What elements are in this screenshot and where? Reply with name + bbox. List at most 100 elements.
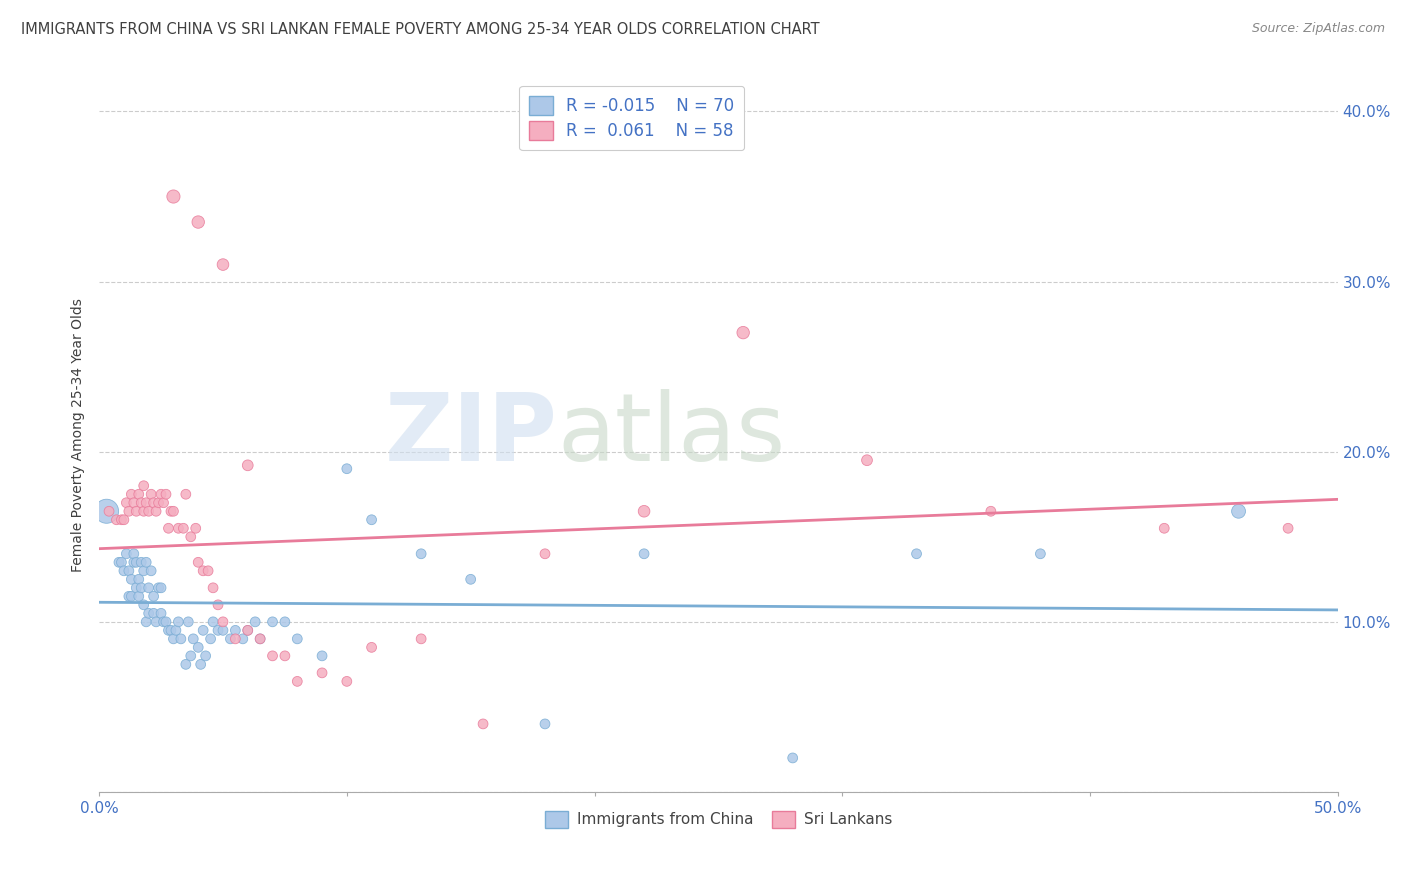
Point <box>115 496 138 510</box>
Point <box>129 581 152 595</box>
Point <box>411 632 433 646</box>
Point <box>336 461 359 475</box>
Text: ZIP: ZIP <box>384 389 557 481</box>
Point <box>162 189 184 203</box>
Point <box>157 521 180 535</box>
Text: atlas: atlas <box>557 389 786 481</box>
Point <box>197 564 219 578</box>
Point <box>285 632 308 646</box>
Point <box>274 615 297 629</box>
Point <box>128 572 150 586</box>
Point <box>135 555 157 569</box>
Y-axis label: Female Poverty Among 25-34 Year Olds: Female Poverty Among 25-34 Year Olds <box>72 298 86 572</box>
Point <box>633 547 655 561</box>
Point <box>122 496 145 510</box>
Point <box>118 504 141 518</box>
Point <box>152 615 174 629</box>
Point <box>212 615 235 629</box>
Point <box>132 564 155 578</box>
Point <box>200 632 222 646</box>
Point <box>207 598 229 612</box>
Point <box>118 590 141 604</box>
Point <box>150 581 173 595</box>
Point <box>120 590 142 604</box>
Point <box>125 581 148 595</box>
Point <box>110 513 132 527</box>
Point <box>274 648 297 663</box>
Point <box>162 504 184 518</box>
Point <box>135 496 157 510</box>
Point <box>236 624 259 638</box>
Point <box>224 624 246 638</box>
Point <box>141 564 163 578</box>
Point <box>98 504 121 518</box>
Point <box>262 615 284 629</box>
Point <box>224 632 246 646</box>
Point <box>142 496 165 510</box>
Point <box>207 624 229 638</box>
Point <box>219 632 242 646</box>
Legend: Immigrants from China, Sri Lankans: Immigrants from China, Sri Lankans <box>538 805 898 834</box>
Point <box>1153 521 1175 535</box>
Point <box>165 624 187 638</box>
Point <box>202 581 225 595</box>
Point <box>129 496 152 510</box>
Point <box>148 581 170 595</box>
Point <box>190 657 212 672</box>
Point <box>782 751 804 765</box>
Point <box>141 487 163 501</box>
Point <box>187 640 209 655</box>
Point <box>236 624 259 638</box>
Point <box>132 479 155 493</box>
Point <box>110 555 132 569</box>
Point <box>135 615 157 629</box>
Point <box>120 572 142 586</box>
Point <box>534 547 557 561</box>
Point <box>905 547 928 561</box>
Point <box>534 717 557 731</box>
Point <box>311 665 333 680</box>
Point <box>160 624 183 638</box>
Point <box>249 632 271 646</box>
Point <box>472 717 495 731</box>
Point <box>162 632 184 646</box>
Point <box>138 504 160 518</box>
Point <box>150 607 173 621</box>
Point <box>108 555 131 569</box>
Text: IMMIGRANTS FROM CHINA VS SRI LANKAN FEMALE POVERTY AMONG 25-34 YEAR OLDS CORRELA: IMMIGRANTS FROM CHINA VS SRI LANKAN FEMA… <box>21 22 820 37</box>
Point <box>120 487 142 501</box>
Point <box>1029 547 1052 561</box>
Point <box>187 215 209 229</box>
Point <box>132 504 155 518</box>
Point <box>174 487 197 501</box>
Point <box>170 632 193 646</box>
Point <box>167 521 190 535</box>
Point <box>212 624 235 638</box>
Point <box>236 458 259 473</box>
Point <box>115 547 138 561</box>
Point <box>142 607 165 621</box>
Point <box>118 564 141 578</box>
Point <box>122 555 145 569</box>
Point <box>167 615 190 629</box>
Point <box>160 504 183 518</box>
Point <box>145 615 167 629</box>
Point <box>172 521 194 535</box>
Point <box>856 453 879 467</box>
Point <box>285 674 308 689</box>
Point <box>980 504 1002 518</box>
Point <box>125 504 148 518</box>
Point <box>128 590 150 604</box>
Point <box>174 657 197 672</box>
Point <box>122 547 145 561</box>
Point <box>148 496 170 510</box>
Point <box>311 648 333 663</box>
Point <box>212 258 235 272</box>
Point <box>202 615 225 629</box>
Point <box>132 598 155 612</box>
Point <box>184 521 207 535</box>
Point <box>152 496 174 510</box>
Point <box>360 513 382 527</box>
Point <box>125 555 148 569</box>
Point <box>138 607 160 621</box>
